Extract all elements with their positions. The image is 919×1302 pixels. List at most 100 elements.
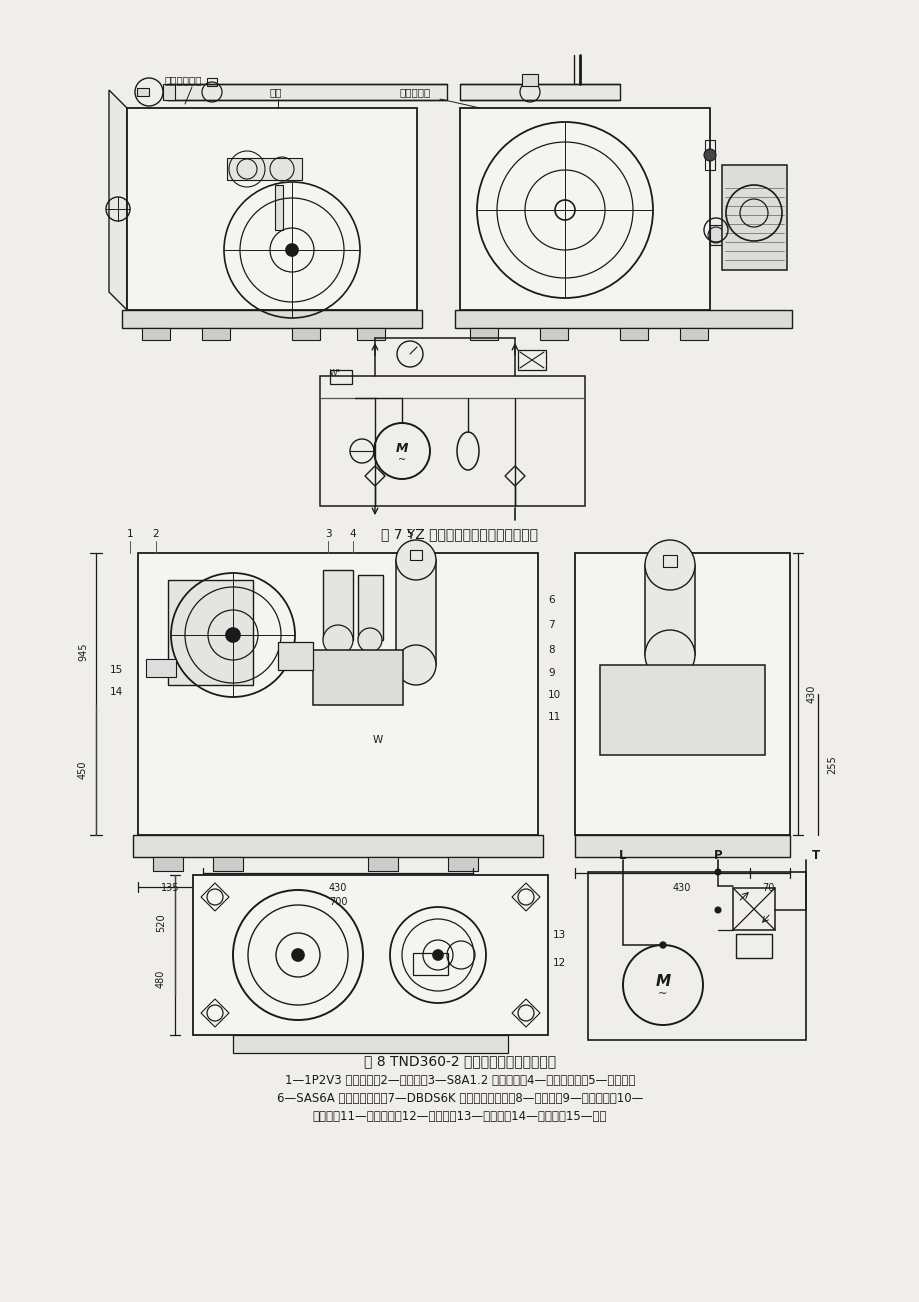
Text: 13: 13 <box>552 930 565 940</box>
Bar <box>153 857 183 871</box>
Text: 5: 5 <box>406 529 413 539</box>
Text: 液压泵装置: 液压泵装置 <box>400 87 431 98</box>
Bar <box>470 328 497 340</box>
Bar <box>574 835 789 857</box>
Bar <box>312 650 403 704</box>
Text: 3: 3 <box>324 529 331 539</box>
Text: 430: 430 <box>672 883 690 893</box>
Circle shape <box>714 907 720 913</box>
Bar <box>460 108 709 310</box>
Circle shape <box>714 868 720 875</box>
Bar <box>410 549 422 560</box>
Text: 70: 70 <box>761 883 774 893</box>
Bar <box>137 89 149 96</box>
Bar <box>663 555 676 566</box>
Bar <box>278 642 312 671</box>
Text: 7: 7 <box>548 620 554 630</box>
Text: 430: 430 <box>806 685 816 703</box>
Text: 430: 430 <box>328 883 346 893</box>
Circle shape <box>226 628 240 642</box>
Circle shape <box>659 943 665 948</box>
Text: P: P <box>713 849 721 862</box>
Bar <box>448 857 478 871</box>
Bar <box>732 888 774 930</box>
Circle shape <box>395 540 436 579</box>
Text: W: W <box>372 736 383 745</box>
Text: 1—1P2V3 型变量泵；2—电动机；3—S8A1.2 型单向阀；4—空气过滤器；5—蓄能器；: 1—1P2V3 型变量泵；2—电动机；3—S8A1.2 型单向阀；4—空气过滤器… <box>285 1074 634 1087</box>
Bar <box>368 857 398 871</box>
Text: 10: 10 <box>548 690 561 700</box>
Text: 135: 135 <box>161 883 179 893</box>
Circle shape <box>395 644 436 685</box>
Bar <box>163 85 175 100</box>
Bar <box>138 553 538 835</box>
Bar <box>619 328 647 340</box>
Bar <box>357 328 384 340</box>
Bar <box>395 560 436 665</box>
Bar <box>133 835 542 857</box>
Text: M: M <box>395 441 408 454</box>
Text: 520: 520 <box>156 914 165 932</box>
Text: 450: 450 <box>78 760 88 780</box>
Text: 9: 9 <box>548 668 554 678</box>
Bar <box>679 328 708 340</box>
Circle shape <box>644 630 694 680</box>
Bar <box>207 78 217 86</box>
Text: L: L <box>618 849 626 862</box>
Bar <box>227 158 301 180</box>
Text: 945: 945 <box>78 642 88 661</box>
Circle shape <box>291 949 303 961</box>
Bar <box>323 570 353 641</box>
Text: 6—SAS6A 型手动换向阀；7—DBDS6K 型直动式溢流阀；8—集成块；9—泄漏油管；10—: 6—SAS6A 型手动换向阀；7—DBDS6K 型直动式溢流阀；8—集成块；9—… <box>277 1092 642 1105</box>
Text: 6: 6 <box>548 595 554 605</box>
Bar <box>202 328 230 340</box>
Text: T: T <box>811 849 819 862</box>
Polygon shape <box>108 90 127 310</box>
Bar <box>213 857 243 871</box>
Circle shape <box>644 540 694 590</box>
Text: 255: 255 <box>826 755 836 775</box>
Bar <box>275 185 283 230</box>
Bar <box>146 659 176 677</box>
Bar <box>320 376 584 506</box>
Bar <box>574 553 789 835</box>
Bar <box>644 565 694 655</box>
Text: 图 7 YZ 液压站结构型式及调压系统图: 图 7 YZ 液压站结构型式及调压系统图 <box>381 527 538 542</box>
Circle shape <box>286 243 298 256</box>
Text: 11: 11 <box>548 712 561 723</box>
Text: 480: 480 <box>156 970 165 988</box>
Bar <box>167 85 447 100</box>
Bar <box>704 141 714 171</box>
Text: ~: ~ <box>398 454 405 465</box>
Bar <box>233 1035 507 1053</box>
Text: 调压回路装置: 调压回路装置 <box>165 76 202 85</box>
Text: W°: W° <box>330 370 341 379</box>
Text: M: M <box>654 974 670 988</box>
Text: 14: 14 <box>110 687 123 697</box>
Bar <box>168 579 253 685</box>
Circle shape <box>703 148 715 161</box>
Bar <box>599 665 765 755</box>
Text: 8: 8 <box>548 644 554 655</box>
Bar <box>709 225 721 245</box>
Bar <box>357 575 382 641</box>
Text: 15: 15 <box>110 665 123 674</box>
Text: 1: 1 <box>127 529 133 539</box>
Bar <box>330 370 352 384</box>
Text: 油箱: 油箱 <box>269 87 282 98</box>
Bar <box>122 310 422 328</box>
Text: ~: ~ <box>658 990 667 999</box>
Bar <box>291 328 320 340</box>
Circle shape <box>357 628 381 652</box>
Bar <box>127 108 416 310</box>
Bar <box>413 953 448 975</box>
Bar <box>193 875 548 1035</box>
Bar <box>587 872 805 1040</box>
Circle shape <box>323 625 353 655</box>
Text: 图 8 TND360-2 型液压站外型图及系统图: 图 8 TND360-2 型液压站外型图及系统图 <box>364 1055 555 1068</box>
Bar <box>539 328 567 340</box>
Text: 4: 4 <box>349 529 356 539</box>
Bar <box>721 165 786 270</box>
Circle shape <box>433 950 443 960</box>
Text: 700: 700 <box>328 897 346 907</box>
